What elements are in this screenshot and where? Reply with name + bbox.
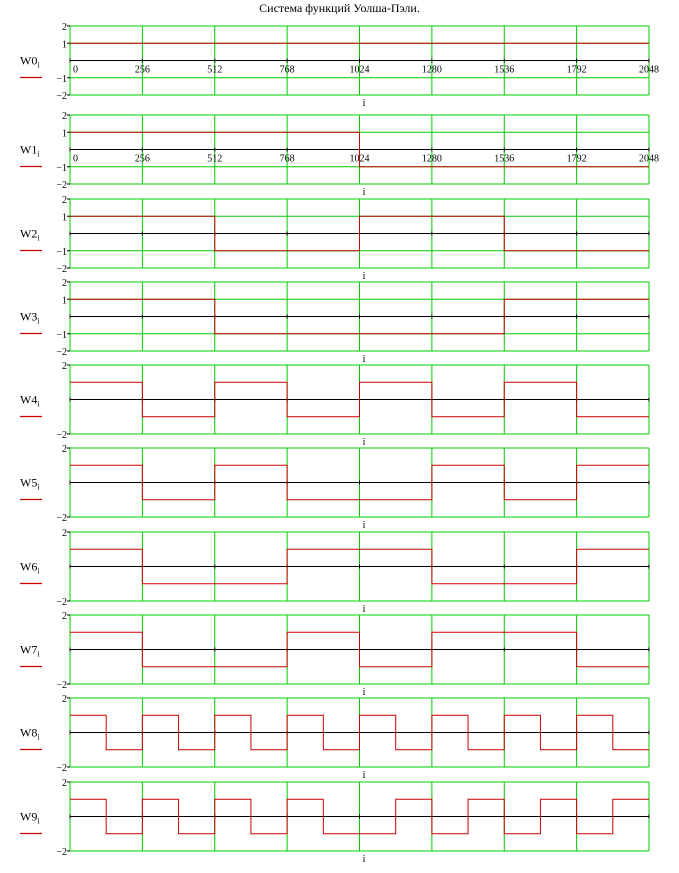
plot-w7: 2 −2 W7i i	[20, 611, 650, 698]
x-axis-label: i	[363, 271, 366, 282]
x-tick-label: 1536	[494, 154, 514, 165]
x-tick-label: 512	[207, 154, 222, 165]
x-tick-label: 1792	[567, 154, 587, 165]
signal-line	[70, 381, 649, 418]
y-tick-label: 2	[62, 444, 67, 455]
x-axis-label: i	[363, 354, 366, 365]
y-tick-label: 2	[62, 694, 67, 705]
x-tick-label: 768	[280, 65, 295, 76]
x-tick-label: 768	[280, 154, 295, 165]
x-tick-label: 1280	[422, 65, 442, 76]
y-tick-label: −1	[56, 74, 67, 85]
series-label: W8i	[20, 726, 40, 742]
x-tick-label: 256	[135, 65, 150, 76]
signal-line	[70, 548, 649, 585]
x-axis-label: i	[363, 854, 366, 865]
x-axis-label: i	[363, 520, 366, 531]
plot-w4: 2 −2 W4i i	[20, 361, 650, 448]
y-tick-label: −2	[56, 91, 67, 102]
page-title: Система функций Уолша-Пэли.	[259, 1, 420, 15]
plot-w5: 2 −2 W5i i	[20, 444, 650, 531]
x-axis-label: i	[363, 770, 366, 781]
signal-line	[70, 798, 649, 835]
y-tick-label: −2	[56, 597, 67, 608]
y-tick-label: 2	[62, 22, 67, 33]
plot-w3: 2 1 −1 −2 W3i i	[20, 278, 650, 365]
y-tick-label: 2	[62, 528, 67, 539]
y-tick-label: −2	[56, 347, 67, 358]
plot-w8: 2 −2 W8i i	[20, 694, 650, 781]
signal-line	[70, 714, 649, 751]
y-tick-label: −1	[56, 330, 67, 341]
series-label: W5i	[20, 476, 40, 492]
series-label: W0i	[20, 54, 40, 70]
y-tick-label: −2	[56, 264, 67, 275]
y-tick-label: −2	[56, 680, 67, 691]
y-tick-label: −2	[56, 430, 67, 441]
y-tick-label: 2	[62, 278, 67, 289]
y-tick-label: −2	[56, 180, 67, 191]
signal-line	[70, 131, 649, 168]
y-tick-label: −2	[56, 513, 67, 524]
y-tick-label: −2	[56, 847, 67, 858]
plot-w0: 2 1 −1 −2 0 256 512 768 1024 1280 1536 1792 2048 W0i i	[20, 22, 659, 109]
x-axis-label: i	[363, 604, 366, 615]
series-label: W6i	[20, 560, 40, 576]
series-label: W2i	[20, 227, 40, 243]
x-axis-label: i	[363, 187, 366, 198]
x-axis-label: i	[363, 98, 366, 109]
y-tick-label: 1	[62, 39, 67, 50]
y-tick-label: 2	[62, 111, 67, 122]
y-tick-label: −2	[56, 763, 67, 774]
x-tick-label: 1792	[567, 65, 587, 76]
series-label: W1i	[20, 143, 40, 159]
x-tick-label: 256	[135, 154, 150, 165]
series-label: W9i	[20, 810, 40, 826]
plot-w2: 2 1 −1 −2 W2i i	[20, 195, 650, 282]
y-tick-label: 1	[62, 128, 67, 139]
y-tick-label: 2	[62, 778, 67, 789]
y-tick-label: 1	[62, 212, 67, 223]
y-tick-label: 2	[62, 361, 67, 372]
x-tick-label: 1536	[494, 65, 514, 76]
x-tick-label: 1024	[350, 65, 370, 76]
x-tick-label: 1280	[422, 154, 442, 165]
y-tick-label: −1	[56, 163, 67, 174]
x-tick-label: 512	[207, 65, 222, 76]
plot-w6: 2 −2 W6i i	[20, 528, 650, 615]
x-axis-label: i	[363, 687, 366, 698]
series-label: W7i	[20, 643, 40, 659]
y-tick-label: −1	[56, 247, 67, 258]
x-axis-label: i	[363, 437, 366, 448]
signal-line	[70, 215, 649, 252]
x-tick-label: 2048	[639, 154, 659, 165]
signal-line	[70, 464, 649, 501]
series-label: W4i	[20, 393, 40, 409]
y-tick-label: 1	[62, 295, 67, 306]
y-tick-label: 2	[62, 195, 67, 206]
x-tick-label: 0	[73, 65, 78, 76]
signal-line	[70, 298, 649, 335]
y-tick-label: 2	[62, 611, 67, 622]
signal-line	[70, 631, 649, 668]
plot-w9: 2 −2 W9i i	[20, 778, 650, 865]
x-tick-label: 2048	[639, 65, 659, 76]
x-tick-label: 0	[73, 154, 78, 165]
series-label: W3i	[20, 310, 40, 326]
